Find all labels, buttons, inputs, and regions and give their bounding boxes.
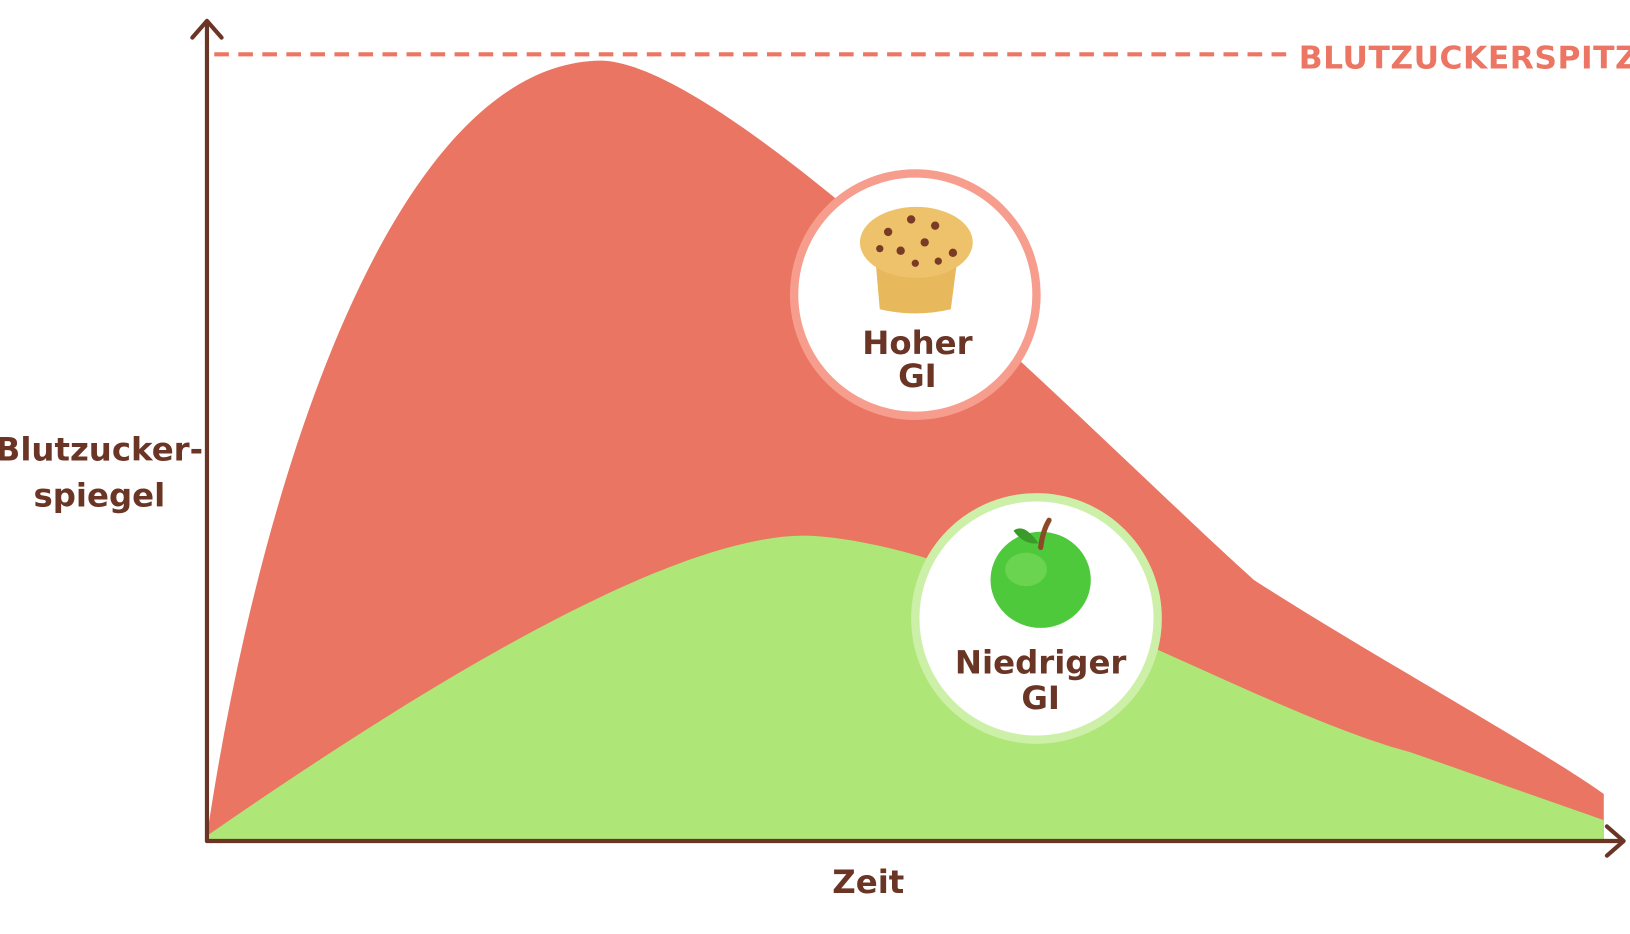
axes xyxy=(190,18,1626,858)
x-axis-label: Zeit xyxy=(832,863,904,901)
y-axis-label: Blutzucker- xyxy=(0,430,203,468)
marker-label: Hoher xyxy=(862,324,972,362)
low-gi-curve xyxy=(206,535,1604,842)
marker-label: GI xyxy=(898,357,937,395)
marker-label: Niedriger xyxy=(955,643,1127,681)
marker-label: GI xyxy=(1021,679,1060,717)
y-axis-label: spiegel xyxy=(33,476,165,514)
peak-label: BLUTZUCKERSPITZE xyxy=(1299,41,1630,77)
low-gi-marker: Niedriger GI xyxy=(911,493,1162,744)
high-gi-marker: Hoher GI xyxy=(789,169,1041,420)
